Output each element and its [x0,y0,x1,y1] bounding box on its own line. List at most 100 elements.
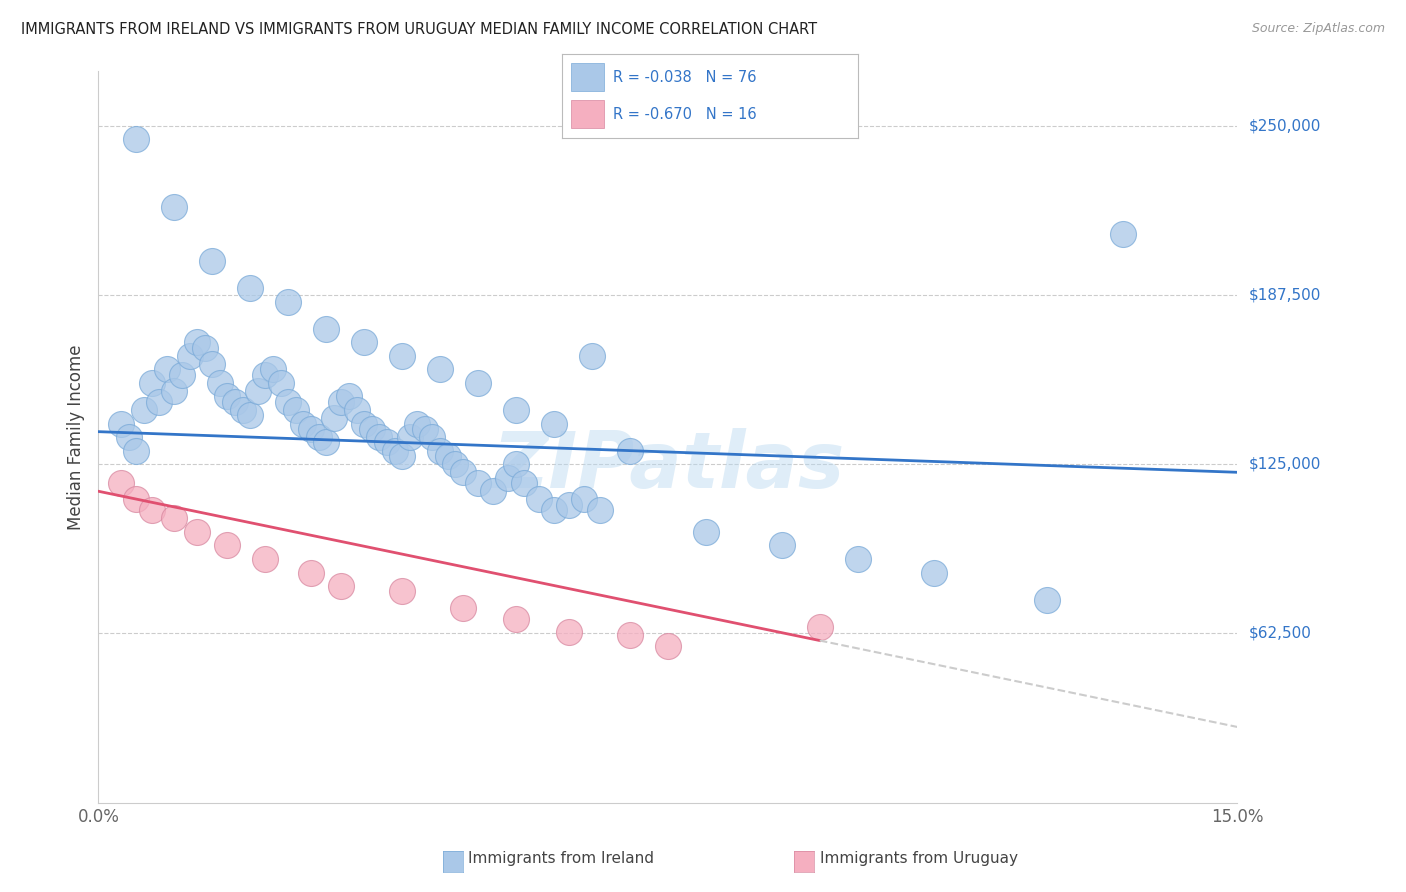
Point [315,435,337,450]
Text: ZIPatlas: ZIPatlas [492,428,844,504]
Point [384,443,406,458]
Point [505,611,527,625]
Point [505,457,527,471]
Point [118,430,141,444]
Point [451,600,474,615]
Point [163,384,186,398]
Point [770,538,793,552]
Point [179,349,201,363]
Point [201,254,224,268]
Point [619,443,641,458]
Text: Source: ZipAtlas.com: Source: ZipAtlas.com [1251,22,1385,36]
Point [451,465,474,479]
Point [163,200,186,214]
Point [292,417,315,431]
Point [429,362,451,376]
Point [322,411,344,425]
Point [186,335,208,350]
Point [217,389,239,403]
Point [330,395,353,409]
Text: $187,500: $187,500 [1249,287,1320,302]
Point [232,403,254,417]
Point [922,566,945,580]
Point [391,584,413,599]
Point [148,395,170,409]
Point [125,443,148,458]
Point [239,281,262,295]
Point [308,430,330,444]
Point [254,552,277,566]
Text: R = -0.038   N = 76: R = -0.038 N = 76 [613,70,756,85]
Point [132,403,155,417]
Point [527,492,550,507]
Point [208,376,231,390]
Point [1112,227,1135,241]
Point [505,403,527,417]
Point [375,435,398,450]
Point [360,422,382,436]
Text: $125,000: $125,000 [1249,457,1320,472]
Point [353,417,375,431]
Point [574,492,596,507]
Point [110,476,132,491]
Point [217,538,239,552]
Point [239,409,262,423]
Text: Immigrants from Ireland: Immigrants from Ireland [468,851,654,865]
Point [422,430,444,444]
Point [299,422,322,436]
Point [353,335,375,350]
Point [512,476,534,491]
Point [224,395,246,409]
Point [398,430,420,444]
Point [436,449,458,463]
Point [337,389,360,403]
Point [246,384,269,398]
Point [391,349,413,363]
Point [262,362,284,376]
Point [467,476,489,491]
Point [125,492,148,507]
Point [156,362,179,376]
Point [391,449,413,463]
Point [413,422,436,436]
Point [1036,592,1059,607]
Point [657,639,679,653]
Point [284,403,307,417]
Point [186,524,208,539]
Point [558,498,581,512]
Point [270,376,292,390]
Point [619,628,641,642]
Text: R = -0.670   N = 16: R = -0.670 N = 16 [613,107,756,122]
Point [254,368,277,382]
Bar [571,62,603,91]
Point [194,341,217,355]
Point [467,376,489,390]
Point [277,294,299,309]
Text: $62,500: $62,500 [1249,626,1312,641]
Point [543,417,565,431]
Y-axis label: Median Family Income: Median Family Income [66,344,84,530]
Point [695,524,717,539]
Point [201,357,224,371]
Point [429,443,451,458]
Point [315,322,337,336]
Point [558,625,581,640]
Text: IMMIGRANTS FROM IRELAND VS IMMIGRANTS FROM URUGUAY MEDIAN FAMILY INCOME CORRELAT: IMMIGRANTS FROM IRELAND VS IMMIGRANTS FR… [21,22,817,37]
Point [808,620,831,634]
Bar [571,100,603,128]
Point [125,132,148,146]
Point [588,503,610,517]
Point [110,417,132,431]
Text: $250,000: $250,000 [1249,118,1320,133]
Point [163,511,186,525]
Point [141,376,163,390]
Point [498,471,520,485]
Point [482,484,505,499]
Point [444,457,467,471]
Text: Immigrants from Uruguay: Immigrants from Uruguay [820,851,1018,865]
Point [170,368,193,382]
Point [543,503,565,517]
Point [330,579,353,593]
Point [846,552,869,566]
Point [406,417,429,431]
